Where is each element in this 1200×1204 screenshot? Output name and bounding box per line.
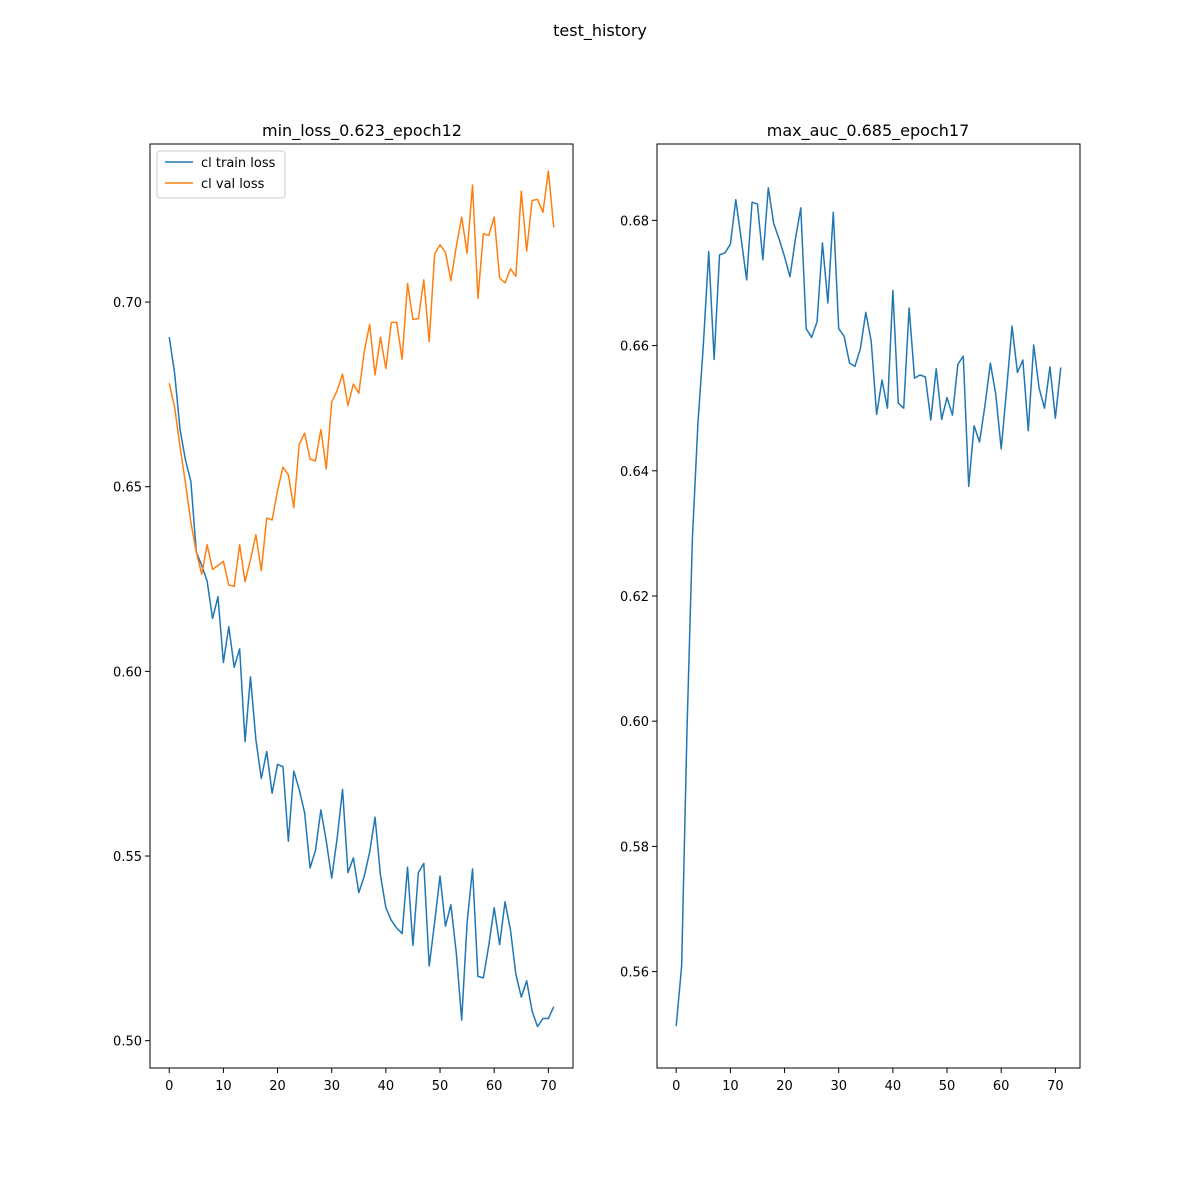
xtick-label-loss: 30 (323, 1079, 340, 1094)
figure-suptitle: test_history (553, 21, 647, 41)
ytick-label-loss: 0.70 (113, 296, 142, 311)
legend-val-label: cl val loss (201, 177, 265, 192)
xtick-label-auc: 10 (722, 1079, 739, 1094)
axes-loss-title: min_loss_0.623_epoch12 (262, 121, 462, 141)
series-line-loss-1 (168, 170, 555, 588)
axes-auc-title: max_auc_0.685_epoch17 (767, 121, 970, 141)
ytick-label-auc: 0.60 (620, 715, 649, 730)
axes-loss-plot: 0 10 20 30 40 50 60 70 0.50 0.55 0.60 0.65 0.70 (113, 170, 557, 1094)
ytick-label-auc: 0.56 (620, 966, 649, 981)
xtick-label-loss: 40 (378, 1079, 395, 1094)
xtick-label-loss: 10 (215, 1079, 232, 1094)
axes-auc-frame (656, 143, 1081, 1069)
ytick-label-auc: 0.58 (620, 840, 649, 855)
axes-auc-plot: 0 10 20 30 40 50 60 70 0.56 0.58 0.60 0.62 0.64 0.66 0… (620, 187, 1064, 1094)
xtick-label-auc: 50 (939, 1079, 956, 1094)
xtick-label-auc: 0 (672, 1079, 680, 1094)
series-line-auc-0 (675, 187, 1062, 1027)
xtick-label-auc: 40 (885, 1079, 902, 1094)
xtick-label-loss: 60 (486, 1079, 503, 1094)
xtick-label-loss: 20 (269, 1079, 286, 1094)
legend-train-label: cl train loss (201, 156, 276, 171)
ytick-label-loss: 0.65 (113, 481, 142, 496)
xtick-label-auc: 70 (1047, 1079, 1064, 1094)
legend: cl train loss cl val loss (156, 150, 286, 199)
axes-auc: max_auc_0.685_epoch17 0 10 20 30 40 50 60 70 0.5… (620, 121, 1081, 1094)
ytick-label-auc: 0.62 (620, 590, 649, 605)
ytick-label-auc: 0.68 (620, 214, 649, 229)
ytick-label-loss: 0.55 (113, 850, 142, 865)
axes-loss-frame (149, 143, 574, 1069)
ytick-label-loss: 0.50 (113, 1035, 142, 1050)
xtick-label-loss: 0 (165, 1079, 173, 1094)
ytick-label-auc: 0.66 (620, 340, 649, 355)
ytick-label-auc: 0.64 (620, 465, 649, 480)
series-line-loss-0 (168, 337, 555, 1028)
xtick-label-loss: 50 (432, 1079, 449, 1094)
ytick-label-loss: 0.60 (113, 665, 142, 680)
axes-loss: min_loss_0.623_epoch12 0 10 20 30 40 50 60 70 0.… (113, 121, 574, 1094)
xtick-label-loss: 70 (540, 1079, 557, 1094)
xtick-label-auc: 60 (993, 1079, 1010, 1094)
xtick-label-auc: 30 (830, 1079, 847, 1094)
xtick-label-auc: 20 (776, 1079, 793, 1094)
